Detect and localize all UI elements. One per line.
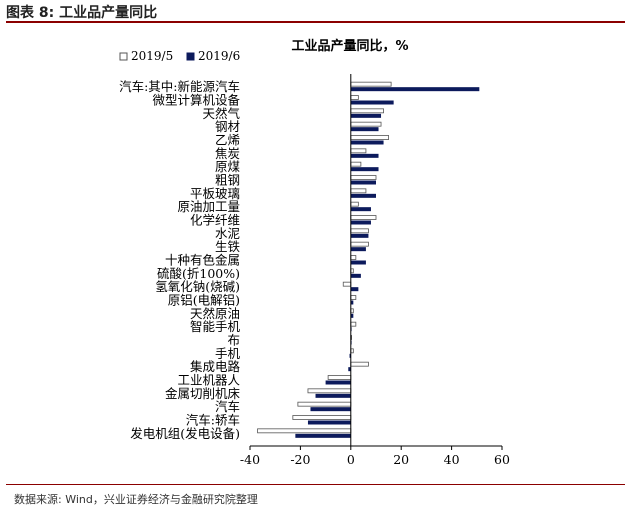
category-label: 粗钢 <box>215 173 240 188</box>
category-label: 水泥 <box>215 226 240 241</box>
bar-series1 <box>350 148 367 154</box>
bar-series1 <box>350 228 369 234</box>
bar-series1 <box>350 108 384 114</box>
category-label: 智能手机 <box>190 319 241 334</box>
bar-series1 <box>327 375 352 380</box>
bar-series2 <box>350 260 366 265</box>
bar-series2 <box>350 100 394 105</box>
bar-series1 <box>350 175 377 180</box>
category-label: 微型计算机设备 <box>152 93 240 108</box>
x-axis: -40 -20 0 20 40 60 <box>240 74 510 467</box>
bar-series1 <box>350 81 392 87</box>
bar-series1 <box>350 215 377 220</box>
bar-series2 <box>350 167 379 172</box>
bar-series2 <box>350 287 359 292</box>
bar-series2 <box>350 140 384 145</box>
bar-series1 <box>307 388 352 394</box>
category-label: 工业机器人 <box>177 373 240 388</box>
bar-series2 <box>350 220 371 225</box>
bar-series1 <box>350 121 382 127</box>
category-label: 硫酸(折100%) <box>157 266 240 281</box>
bar-series1 <box>297 401 352 407</box>
category-label: 布 <box>227 333 240 348</box>
category-label: 原油加工量 <box>177 199 240 214</box>
legend-swatch-1 <box>186 52 195 61</box>
x-tick-label: 60 <box>494 452 510 467</box>
category-label: 十种有色金属 <box>165 253 240 268</box>
bar-series1 <box>257 428 352 434</box>
legend-label-0: 2019/5 <box>131 49 173 63</box>
category-label: 化学纤维 <box>190 213 240 228</box>
category-label: 汽车:其中:新能源汽车 <box>119 79 240 94</box>
bar-series2 <box>350 180 376 185</box>
figure-title: 图表 8: 工业品产量同比 <box>6 5 158 21</box>
category-label: 乙烯 <box>215 133 240 148</box>
x-tick-label: 40 <box>444 452 460 467</box>
category-label: 氢氧化钠(烧碱) <box>155 279 240 294</box>
x-tick-label: -20 <box>290 452 310 467</box>
category-label: 天然原油 <box>190 306 240 321</box>
category-label: 钢材 <box>215 119 240 134</box>
bar-series2 <box>350 113 382 118</box>
bar-series2 <box>295 433 351 438</box>
category-label: 汽车 <box>215 399 240 414</box>
legend: 2019/5 2019/6 <box>119 49 240 63</box>
bar-series1 <box>350 188 367 194</box>
bar-series2 <box>350 127 379 132</box>
bars <box>257 81 480 438</box>
category-label: 平板玻璃 <box>190 186 240 201</box>
bar-chart: 工业品产量同比，% 2019/5 2019/6 汽车:其中:新能源汽车微型计算机设… <box>119 38 510 467</box>
bar-series2 <box>350 193 376 198</box>
bar-series2 <box>350 273 361 278</box>
chart-title: 工业品产量同比，% <box>291 38 408 54</box>
bar-series2 <box>315 393 351 398</box>
bar-series1 <box>350 255 357 260</box>
bar-series2 <box>349 353 351 358</box>
bar-series2 <box>310 407 351 412</box>
bottom-rule <box>6 484 625 485</box>
bar-series2 <box>350 207 371 212</box>
bar-series2 <box>350 300 354 305</box>
x-tick-label: -40 <box>240 452 260 467</box>
category-label: 焦炭 <box>215 146 240 161</box>
category-label: 原铝(电解铝) <box>168 293 240 308</box>
bar-series1 <box>350 241 369 247</box>
bar-series2 <box>350 313 354 318</box>
bar-series2 <box>307 420 351 425</box>
legend-label-1: 2019/6 <box>198 49 240 63</box>
bar-series2 <box>325 380 351 385</box>
category-labels: 汽车:其中:新能源汽车微型计算机设备天然气钢材乙烯焦炭原煤粗钢平板玻璃原油加工量… <box>119 79 240 441</box>
bar-series1 <box>350 295 357 300</box>
bar-series1 <box>342 281 352 287</box>
legend-swatch-0 <box>119 52 128 61</box>
source-note: 数据来源: Wind，兴业证券经济与金融研究院整理 <box>14 493 258 506</box>
bar-series1 <box>350 161 362 167</box>
bar-series2 <box>350 233 369 238</box>
category-label: 金属切削机床 <box>165 386 241 401</box>
x-tick-label: 0 <box>347 452 355 467</box>
category-label: 生铁 <box>215 239 241 254</box>
category-label: 集成电路 <box>190 359 241 374</box>
category-label: 天然气 <box>202 106 240 121</box>
bar-series1 <box>350 135 389 140</box>
bar-series2 <box>350 247 366 252</box>
bar-series1 <box>350 95 359 100</box>
top-rule <box>6 21 625 23</box>
bar-series2 <box>348 367 351 372</box>
category-label: 汽车:轿车 <box>186 413 240 428</box>
category-label: 原煤 <box>215 159 241 174</box>
category-label: 发电机组(发电设备) <box>130 426 240 441</box>
bar-series1 <box>350 201 359 207</box>
bar-series1 <box>292 415 352 420</box>
bar-series1 <box>350 321 357 327</box>
bar-series1 <box>350 361 369 367</box>
x-tick-label: 20 <box>393 452 409 467</box>
bar-series2 <box>350 153 379 158</box>
bar-series2 <box>350 87 480 92</box>
category-label: 手机 <box>215 346 241 361</box>
